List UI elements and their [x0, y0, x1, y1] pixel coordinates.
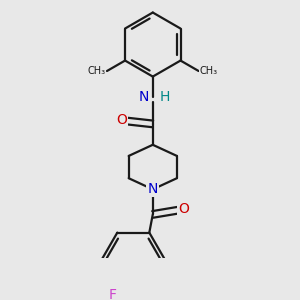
Text: CH₃: CH₃ [87, 66, 106, 76]
Text: N: N [148, 182, 158, 196]
Text: H: H [160, 91, 170, 104]
Text: CH₃: CH₃ [200, 66, 218, 76]
Text: O: O [116, 113, 127, 127]
Text: F: F [109, 288, 117, 300]
Text: O: O [178, 202, 189, 216]
Text: N: N [138, 91, 148, 104]
